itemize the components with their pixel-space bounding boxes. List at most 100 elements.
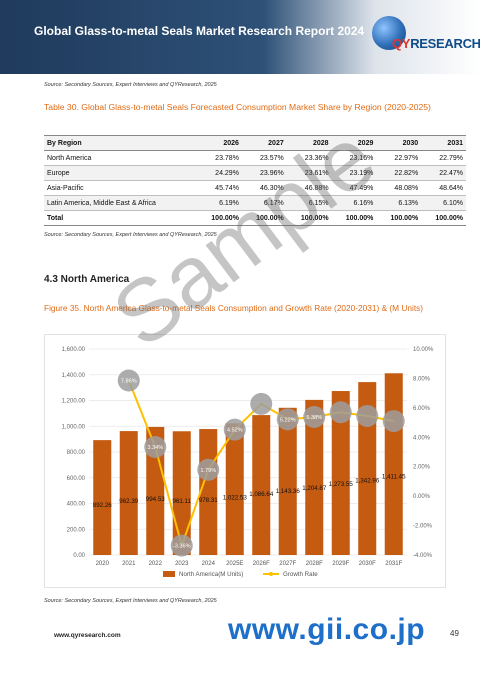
row-label: Latin America, Middle East & Africa [44,195,198,211]
legend-bar-label: North America(M Units) [179,571,243,578]
table-header-row: By Region 2026 2027 2028 2029 2030 2031 [44,135,466,151]
legend-bar-swatch [163,571,175,577]
y-left-tick-label: 1,000.00 [62,424,86,430]
table-cell: 48.08% [376,180,422,196]
growth-point [144,435,167,458]
bar [146,426,165,555]
bar-value-label: 1,411.45 [382,474,406,481]
y-left-tick-label: 400.00 [67,502,86,508]
y-right-tick-label: 10.00% [413,347,434,353]
growth-value-label: 3.34% [147,445,163,451]
bar-value-label: 1,086.64 [249,491,274,498]
figure-title: Figure 35. North America Glass-to-metal … [44,303,424,313]
page-number: 49 [450,629,459,638]
gii-watermark: www.gii.co.jp [228,613,426,646]
qyresearch-logo: QYRESEARCH [392,36,480,51]
table-cell: 6.10% [421,195,466,211]
table-cell: 2026 [197,135,242,151]
table-row: Europe 24.29% 23.96% 23.61% 23.19% 22.82% 22.4… [44,165,466,181]
table-cell: 6.15% [286,195,332,211]
bar-value-label: 1,273.55 [329,481,354,488]
growth-value-label: 4.52% [227,428,243,434]
x-tick-label: 2025E [226,561,243,567]
growth-point [117,369,140,392]
chart-svg: 0.00 200.00 400.00 600.00 800.00 1,000.00 1,20… [62,347,434,578]
bar-value-label: 978.31 [199,497,218,504]
table-cell: 22.47% [421,165,466,181]
table-row: North America 23.78% 23.57% 23.36% 23.16% 22.… [44,150,466,166]
y-left-tick-label: 1,400.00 [62,373,86,379]
growth-value-label: -3.36% [173,544,191,550]
row-label: North America [44,150,198,166]
table-cell: 23.16% [331,150,377,166]
bar-value-label: 1,143.36 [276,488,301,495]
section-heading: 4.3 North America [44,274,130,285]
table-cell: 45.74% [197,180,242,196]
table-cell: 6.16% [331,195,377,211]
bar-value-label: 961.11 [173,498,192,505]
globe-logo-icon [372,16,406,50]
growth-point [170,534,193,557]
bar [119,431,138,555]
table-cell: 100.00% [197,210,242,226]
bar [93,440,112,555]
bar [225,423,244,555]
growth-value-label: 5.38% [306,415,322,421]
table-row: Asia-Pacific 45.74% 46.30% 46.88% 47.49% 48.0… [44,180,466,196]
y-left-tick-label: 800.00 [67,450,86,456]
growth-point [197,458,220,481]
table-cell: 22.97% [376,150,422,166]
legend-line-label: Growth Rate [283,571,318,578]
x-tick-label: 2024 [202,561,216,567]
x-tick-label: 2028F [306,561,323,567]
table-cell: 22.82% [376,165,422,181]
table-cell: 23.78% [197,150,242,166]
y-right-tick-label: 2.00% [413,465,431,471]
x-tick-label: 2031F [385,561,402,567]
table-cell: 24.29% [197,165,242,181]
footer-url[interactable]: www.qyresearch.com [54,632,121,639]
bar-value-label: 1,342.96 [355,477,380,484]
x-tick-label: 2020 [96,561,110,567]
table-cell: 2030 [376,135,422,151]
bar [305,399,324,555]
growth-point [356,404,379,427]
bar-value-label: 962.39 [119,498,138,505]
table-cell: 23.96% [241,165,287,181]
table-title: Table 30. Global Glass-to-metal Seals Fo… [44,102,431,112]
y-left-tick-label: 0.00 [73,553,85,559]
y-right-tick-label: 6.00% [413,406,431,412]
table-cell: 48.64% [421,180,466,196]
bar-value-label: 1,022.53 [223,495,248,502]
growth-point [382,410,405,433]
y-left-tick-label: 600.00 [67,476,86,482]
y-right-tick-label: -2.00% [413,524,433,530]
source-note-chart: Source: Secondary Sources, Expert Interv… [44,598,217,604]
report-title: Global Glass-to-metal Seals Market Resea… [34,24,365,38]
y-left-tick-label: 1,600.00 [62,347,86,353]
table-cell: 100.00% [331,210,377,226]
bar [199,429,218,555]
growth-value-label: 5.22% [280,417,296,423]
growth-point [276,408,299,431]
growth-value-label: 1.79% [200,468,216,474]
x-tick-label: 2022 [149,561,163,567]
table-row: Latin America, Middle East & Africa 6.19%… [44,195,466,211]
table-cell: 100.00% [241,210,287,226]
legend-line-marker [269,572,273,576]
y-right-tick-label: 8.00% [413,376,431,382]
bar [172,431,191,555]
growth-point [250,392,273,415]
table-cell: 100.00% [421,210,466,226]
row-label: Asia-Pacific [44,180,198,196]
bar-value-label: 994.53 [146,496,165,503]
x-tick-label: 2030F [359,561,376,567]
bar-value-label: 1,204.87 [302,485,327,492]
table-cell: 2028 [286,135,332,151]
table-cell: 6.19% [197,195,242,211]
table-cell: 23.36% [286,150,332,166]
table-cell: 46.30% [241,180,287,196]
bar [278,407,297,555]
table-cell: 6.13% [376,195,422,211]
y-right-tick-label: 0.00% [413,494,431,500]
